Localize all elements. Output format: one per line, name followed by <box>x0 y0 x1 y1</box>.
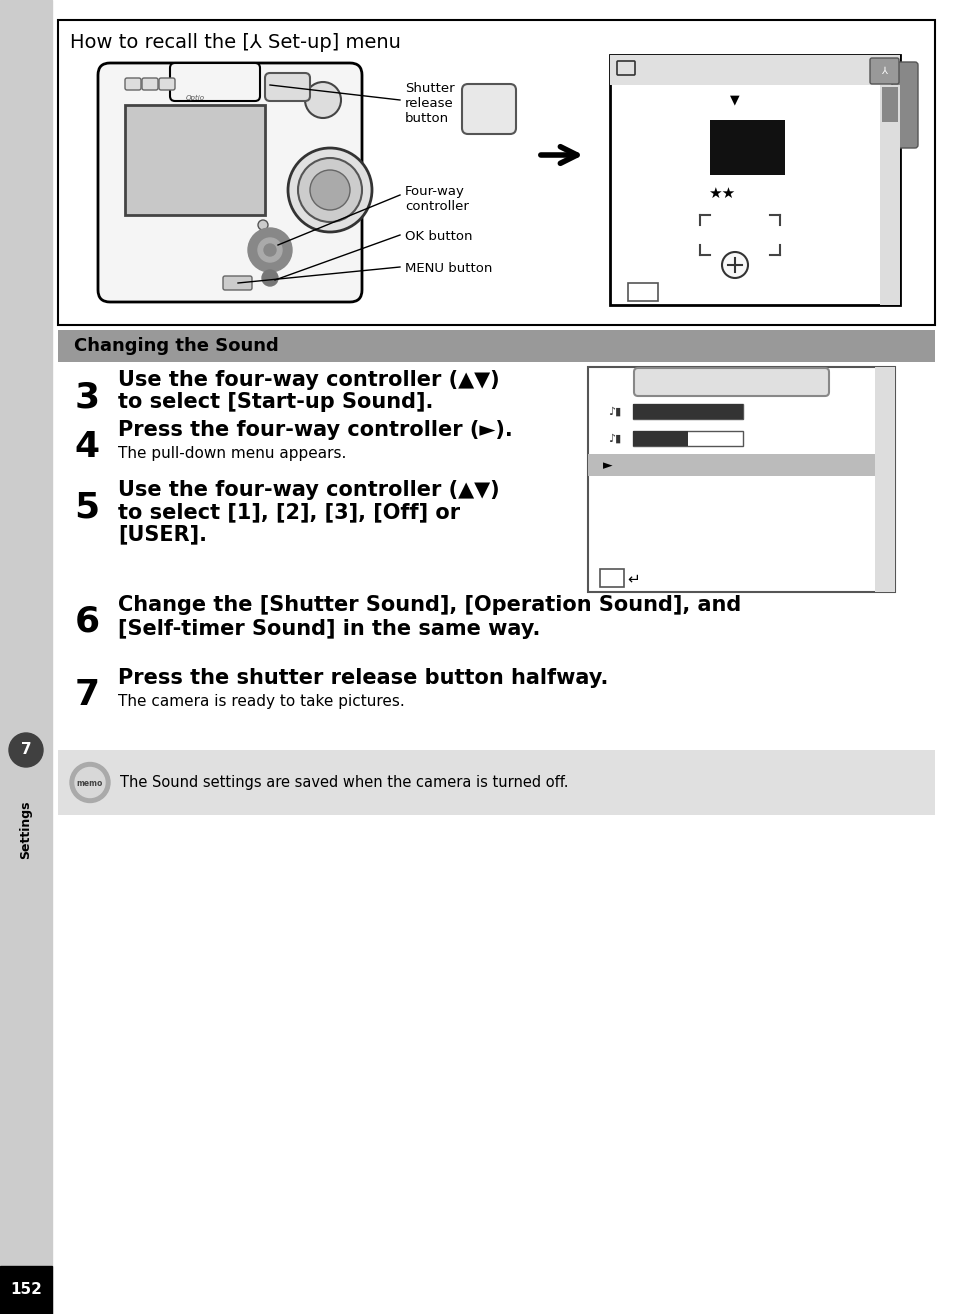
FancyBboxPatch shape <box>461 84 516 134</box>
Text: OK button: OK button <box>405 230 472 243</box>
Text: [Self-timer Sound] in the same way.: [Self-timer Sound] in the same way. <box>118 619 539 639</box>
Text: ►: ► <box>602 460 612 473</box>
Text: 7: 7 <box>74 678 99 712</box>
FancyBboxPatch shape <box>869 58 898 84</box>
Circle shape <box>257 248 268 258</box>
FancyBboxPatch shape <box>891 62 917 148</box>
Bar <box>58 750 934 815</box>
Circle shape <box>262 269 277 286</box>
Text: Use the four-way controller (▲▼): Use the four-way controller (▲▼) <box>118 371 499 390</box>
Text: ★★: ★★ <box>707 185 735 201</box>
Bar <box>125 105 265 215</box>
Bar <box>633 431 687 445</box>
Text: Press the shutter release button halfway.: Press the shutter release button halfway… <box>118 668 608 689</box>
Circle shape <box>257 219 268 230</box>
Text: 7: 7 <box>21 742 31 757</box>
Text: ↵: ↵ <box>627 572 639 586</box>
Circle shape <box>257 234 268 244</box>
Text: to select [Start-up Sound].: to select [Start-up Sound]. <box>118 392 433 413</box>
Bar <box>58 20 934 325</box>
Circle shape <box>721 252 747 279</box>
Circle shape <box>9 733 43 767</box>
Bar <box>633 403 742 419</box>
Text: 3: 3 <box>74 380 99 414</box>
Circle shape <box>248 229 292 272</box>
Text: Press the four-way controller (►).: Press the four-way controller (►). <box>118 420 512 440</box>
Text: Optio: Optio <box>185 95 204 101</box>
FancyBboxPatch shape <box>125 78 141 89</box>
Circle shape <box>310 170 350 210</box>
FancyBboxPatch shape <box>142 78 158 89</box>
Bar <box>599 569 623 587</box>
FancyBboxPatch shape <box>98 63 361 302</box>
Text: MENU button: MENU button <box>405 261 492 275</box>
Text: How to recall the [⅄ Set-up] menu: How to recall the [⅄ Set-up] menu <box>70 33 400 51</box>
Text: Change the [Shutter Sound], [Operation Sound], and: Change the [Shutter Sound], [Operation S… <box>118 595 740 615</box>
Text: 6: 6 <box>74 604 99 639</box>
Text: ♪▮: ♪▮ <box>607 407 620 417</box>
Circle shape <box>264 244 275 256</box>
Text: Four-way
controller: Four-way controller <box>405 185 468 213</box>
Bar <box>0 1265 52 1314</box>
Circle shape <box>297 158 361 222</box>
Text: 152: 152 <box>10 1282 42 1297</box>
Text: Use the four-way controller (▲▼): Use the four-way controller (▲▼) <box>118 480 499 501</box>
FancyBboxPatch shape <box>634 368 828 396</box>
Circle shape <box>257 238 282 261</box>
Bar <box>0 0 52 1314</box>
Bar <box>874 367 894 593</box>
FancyBboxPatch shape <box>170 63 260 101</box>
Circle shape <box>70 762 110 803</box>
Circle shape <box>75 767 105 798</box>
Text: 4: 4 <box>74 430 99 464</box>
Bar <box>609 55 899 85</box>
Text: ♪▮: ♪▮ <box>607 434 620 444</box>
Text: ■: ■ <box>618 64 628 75</box>
Text: memo: memo <box>77 779 103 788</box>
Bar <box>609 55 899 305</box>
Text: The camera is ready to take pictures.: The camera is ready to take pictures. <box>118 694 404 710</box>
Text: Changing the Sound: Changing the Sound <box>74 336 278 355</box>
Bar <box>633 403 742 419</box>
Bar <box>879 85 899 305</box>
Text: [USER].: [USER]. <box>118 524 207 544</box>
FancyBboxPatch shape <box>265 74 310 101</box>
Text: to select [1], [2], [3], [Off] or: to select [1], [2], [3], [Off] or <box>118 502 459 522</box>
Text: 5: 5 <box>74 490 99 524</box>
Text: ▼: ▼ <box>729 93 739 106</box>
Bar <box>709 120 784 175</box>
Text: Settings: Settings <box>19 800 32 859</box>
Bar <box>587 455 874 476</box>
Text: Shutter
release
button: Shutter release button <box>405 81 455 125</box>
Bar <box>58 330 934 361</box>
FancyBboxPatch shape <box>159 78 174 89</box>
Circle shape <box>305 81 340 118</box>
FancyBboxPatch shape <box>617 60 635 75</box>
Text: ⅄: ⅄ <box>880 66 886 76</box>
FancyBboxPatch shape <box>223 276 252 290</box>
Bar <box>587 367 894 593</box>
Bar <box>882 87 897 122</box>
Text: The Sound settings are saved when the camera is turned off.: The Sound settings are saved when the ca… <box>120 775 568 790</box>
Text: The pull-down menu appears.: The pull-down menu appears. <box>118 445 346 461</box>
Bar <box>627 283 658 301</box>
Circle shape <box>288 148 372 233</box>
Bar <box>633 431 742 445</box>
